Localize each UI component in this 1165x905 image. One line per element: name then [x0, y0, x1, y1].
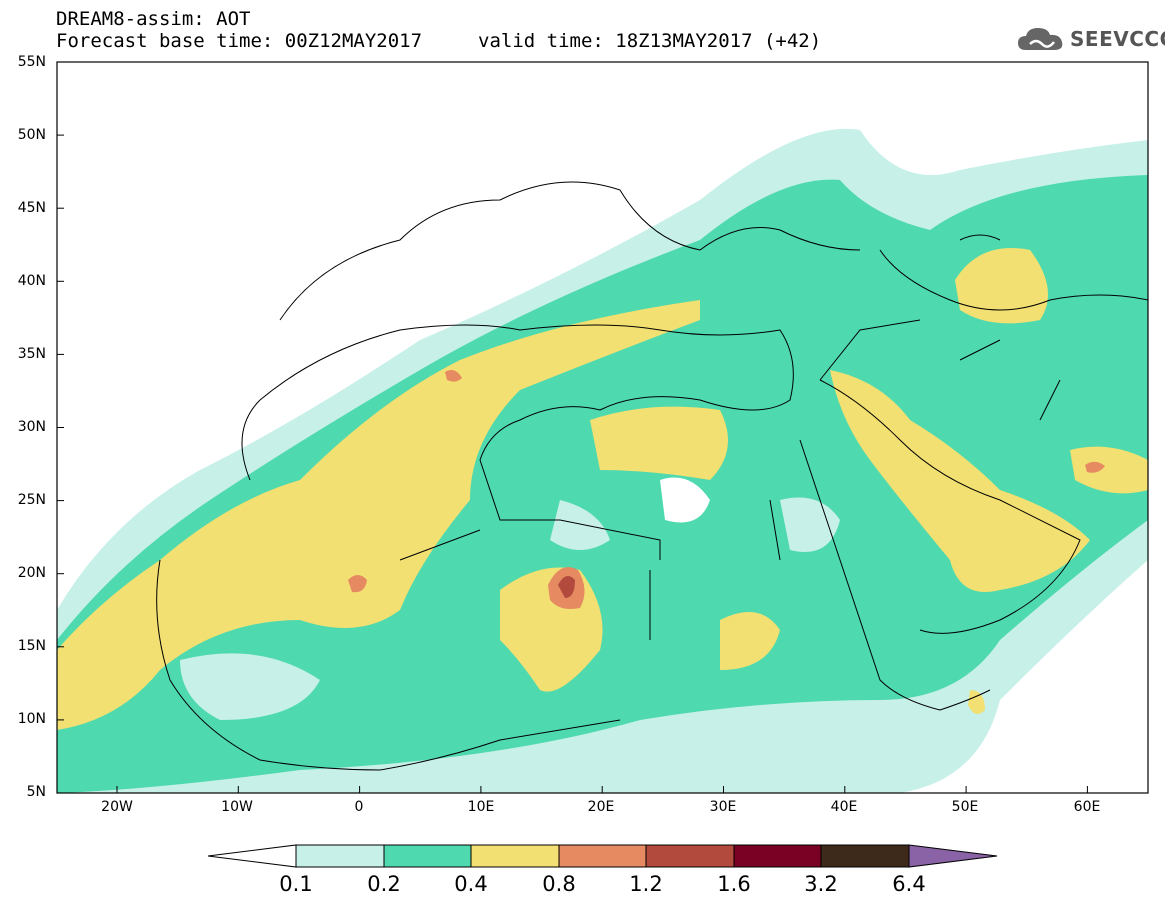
lon-label-60e: 60E: [1073, 799, 1101, 815]
colorbar-bin-0.4: [470, 844, 560, 868]
colorbar-bin-1.6: [733, 844, 822, 868]
colorbar-label-0.8: 0.8: [542, 872, 576, 896]
lon-label-0: 0: [354, 799, 364, 815]
valid-time: valid time: 18Z13MAY2017 (+42): [478, 30, 822, 52]
lon-label-10w: 10W: [221, 799, 253, 815]
colorbar-bin-1.2: [645, 844, 735, 868]
lon-label-40e: 40E: [830, 799, 858, 815]
lat-label-5n: 5N: [26, 784, 46, 800]
seevccc-logo: SEEVCCC: [1016, 24, 1165, 54]
coastlines: [156, 181, 1148, 771]
lon-label-30e: 30E: [709, 799, 737, 815]
lat-label-45n: 45N: [17, 200, 46, 216]
lat-label-40n: 40N: [17, 273, 46, 289]
lon-label-20e: 20E: [587, 799, 615, 815]
lat-label-30n: 30N: [17, 419, 46, 435]
lon-label-50e: 50E: [951, 799, 979, 815]
lon-label-10e: 10E: [467, 799, 495, 815]
colorbar-label-0.4: 0.4: [454, 872, 488, 896]
colorbar-high-arrow: [908, 844, 998, 868]
lat-label-20n: 20N: [17, 565, 46, 581]
colorbar-label-3.2: 3.2: [804, 872, 838, 896]
colorbar-label-6.4: 6.4: [892, 872, 926, 896]
lat-label-25n: 25N: [17, 492, 46, 508]
colorbar-bin-0.1: [295, 844, 385, 868]
colorbar-bin-0.8: [558, 844, 647, 868]
logo-text: SEEVCCC: [1070, 27, 1165, 51]
aot-field: [57, 62, 1148, 793]
lat-label-10n: 10N: [17, 711, 46, 727]
colorbar-label-0.1: 0.1: [279, 872, 313, 896]
lat-label-50n: 50N: [17, 127, 46, 143]
colorbar: [207, 844, 998, 868]
lat-label-15n: 15N: [17, 638, 46, 654]
colorbar-bin-3.2: [820, 844, 910, 868]
forecast-base-time: Forecast base time: 00Z12MAY2017: [56, 30, 423, 52]
colorbar-label-0.2: 0.2: [367, 872, 401, 896]
lon-label-20w: 20W: [101, 799, 133, 815]
colorbar-low-arrow: [207, 844, 297, 868]
lat-label-35n: 35N: [17, 346, 46, 362]
colorbar-bin-0.2: [383, 844, 472, 868]
axis-ticks: [57, 61, 1088, 794]
colorbar-label-1.2: 1.2: [629, 872, 663, 896]
colorbar-label-1.6: 1.6: [717, 872, 751, 896]
map-title: DREAM8-assim: AOT: [56, 8, 251, 30]
lat-label-55n: 55N: [17, 54, 46, 70]
cloud-icon: [1018, 28, 1063, 50]
